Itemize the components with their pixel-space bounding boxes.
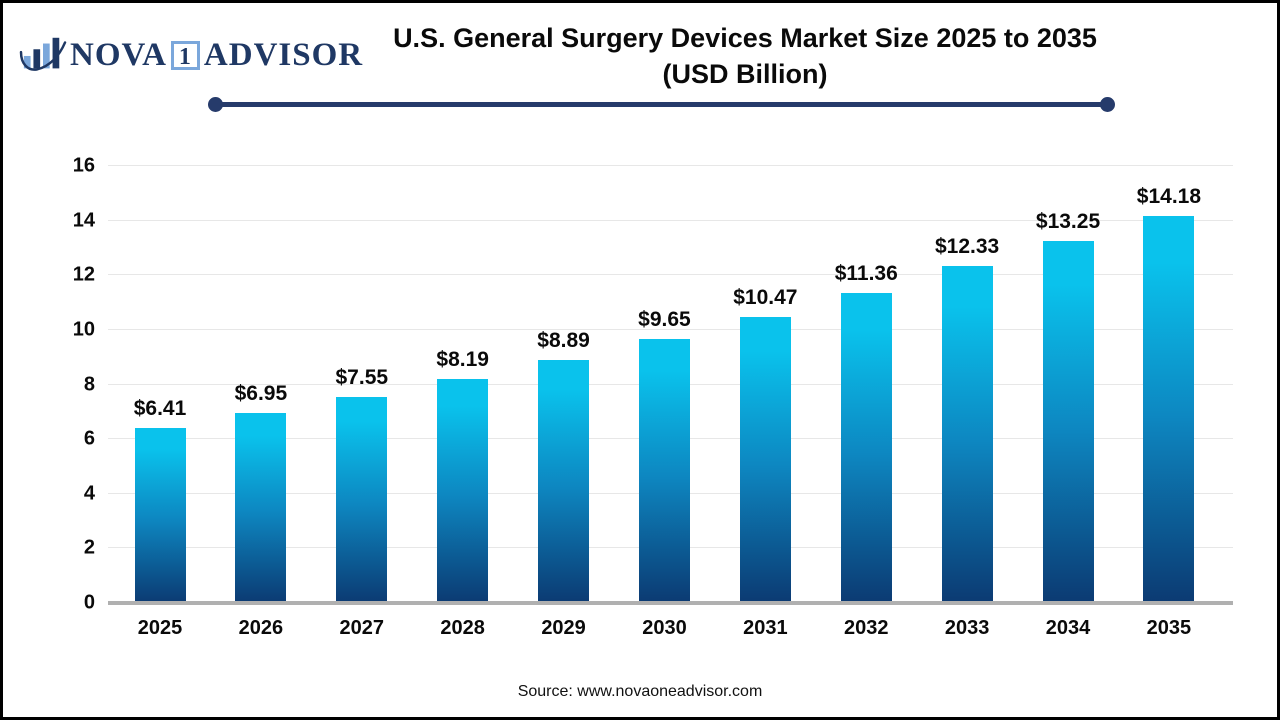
underline-right-dot-icon (1100, 97, 1115, 112)
bar-column: $12.33 (917, 166, 1017, 603)
x-axis: 2025 2026 2027 2028 2029 2030 2031 2032 2033 2034… (108, 617, 1233, 640)
x-tick-label: 2031 (743, 617, 788, 639)
x-tick-label: 2035 (1146, 617, 1192, 639)
logo-badge-one: 1 (170, 40, 200, 70)
x-tick-label: 2028 (440, 617, 485, 639)
bar-value-label: $9.65 (638, 308, 691, 332)
logo-text: NOVA 1 ADVISOR (70, 36, 364, 73)
title-underline (208, 97, 1115, 112)
x-tick-label: 2027 (339, 617, 385, 639)
bar (1042, 241, 1094, 603)
bar (437, 379, 489, 603)
bar-column: $7.55 (312, 166, 412, 603)
bar (840, 292, 892, 603)
bars: $6.41 $6.95 $7.55 $8.19 $8.89 $9.65 $10.47 $11.… (108, 166, 1233, 603)
gridline (108, 274, 1233, 276)
bar-column: $8.19 (413, 166, 513, 603)
bar-column: $9.65 (614, 166, 714, 603)
bar-value-label: $8.19 (436, 348, 489, 372)
x-tick-label: 2034 (1045, 617, 1091, 639)
chart-subtitle: (USD Billion) (662, 59, 828, 90)
bar-column: $11.36 (816, 166, 916, 603)
y-axis: 0 2 4 6 8 10 12 14 16 (43, 155, 95, 614)
bar-value-label: $12.33 (935, 235, 1000, 259)
bar-value-label: $13.25 (1035, 210, 1101, 234)
bar (336, 396, 388, 603)
x-tick-label: 2029 (541, 617, 586, 639)
plot-area: $6.41 $6.95 $7.55 $8.19 $8.89 $9.65 $10.47 $11.… (108, 165, 1233, 605)
x-axis-baseline (108, 601, 1233, 605)
bar-column: $8.89 (514, 166, 614, 603)
y-tick-label: 10 (72, 318, 95, 341)
source-text: Source: www.novaoneadvisor.com (517, 683, 763, 700)
x-tick-label: 2026 (238, 617, 284, 639)
bar-value-label: $11.36 (834, 261, 898, 285)
logo-text-nova: NOVA (70, 36, 167, 73)
y-tick-label: 4 (83, 482, 95, 505)
bar-value-label: $7.55 (335, 365, 389, 389)
gridline (108, 219, 1233, 221)
bar-column: $10.47 (715, 166, 815, 603)
bar-value-label: $6.41 (133, 396, 187, 420)
y-tick-label: 14 (72, 209, 95, 232)
y-tick-label: 8 (83, 373, 95, 395)
y-tick-label: 12 (72, 263, 95, 286)
underline-left-dot-icon (208, 97, 223, 112)
bar (638, 339, 690, 603)
bar-value-label: $14.18 (1136, 184, 1202, 208)
bar-column: $6.95 (211, 166, 311, 603)
chart-title: U.S. General Surgery Devices Market Size… (393, 23, 1097, 53)
x-tick-label: 2030 (642, 617, 687, 639)
bar-value-label: $10.47 (733, 286, 798, 310)
bar-value-label: $8.89 (537, 329, 590, 353)
x-tick-label: 2032 (843, 617, 889, 639)
gridline (108, 165, 1233, 166)
bar-column: $13.25 (1018, 166, 1118, 603)
bar-value-label: $6.95 (234, 382, 288, 406)
bar-column: $14.18 (1119, 166, 1219, 603)
bar-chart-swoosh-icon (19, 37, 67, 71)
bar (1143, 215, 1195, 603)
y-tick-label: 0 (83, 591, 95, 614)
bar (134, 427, 186, 603)
y-tick-label: 6 (83, 427, 95, 450)
bar (538, 360, 590, 603)
nova-one-advisor-logo: NOVA 1 ADVISOR (19, 33, 363, 77)
y-tick-label: 2 (83, 536, 95, 559)
bar (739, 317, 791, 603)
x-tick-label: 2033 (944, 617, 990, 639)
chart-title-block: U.S. General Surgery Devices Market Size… (253, 20, 1237, 93)
y-tick-label: 16 (72, 154, 95, 177)
x-tick-label: 2025 (137, 617, 183, 639)
bar (235, 413, 287, 603)
bar (941, 266, 993, 603)
gridline (108, 328, 1233, 330)
bar-column: $6.41 (110, 166, 210, 603)
logo-text-advisor: ADVISOR (203, 36, 364, 73)
